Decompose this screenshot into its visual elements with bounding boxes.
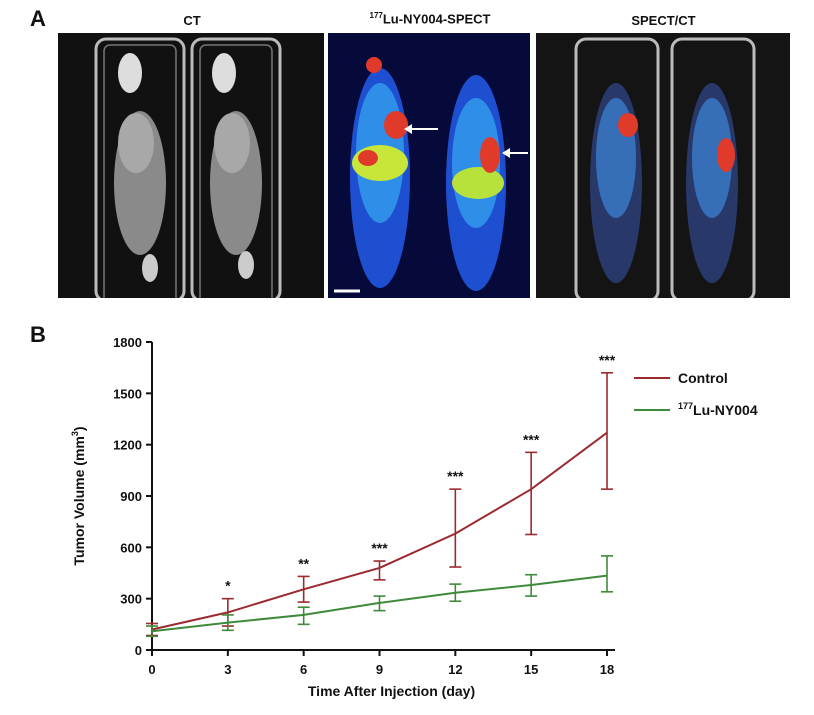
- panel-b-letter: B: [30, 322, 46, 347]
- significance-label: ***: [447, 468, 464, 484]
- y-tick-label: 1800: [113, 335, 142, 350]
- x-tick-label: 18: [600, 662, 614, 677]
- x-tick-label: 3: [224, 662, 231, 677]
- spect-label: 177Lu-NY004-SPECT: [330, 11, 530, 26]
- spect-image: [328, 33, 530, 298]
- ct-image: [58, 33, 324, 298]
- significance-label: ***: [599, 352, 616, 368]
- ct-mice-illustration: [58, 33, 324, 298]
- significance-label: *: [225, 578, 231, 594]
- spectct-label: SPECT/CT: [631, 13, 696, 28]
- y-tick-label: 1200: [113, 438, 142, 453]
- y-axis-label-main: Tumor Volume (mm: [71, 436, 87, 565]
- panel-a-letter: A: [30, 6, 46, 31]
- y-tick-label: 0: [135, 643, 142, 658]
- spectct-mice-illustration: [536, 33, 790, 298]
- legend-label-treatment-sup: 177: [678, 401, 693, 411]
- significance-label: **: [298, 555, 309, 571]
- y-axis-label-sup: 3: [70, 431, 80, 436]
- tumor-volume-chart: 0 300 600 900 1200 1500 1800 0 3 6 9 12 15 18 Time Aft…: [70, 335, 758, 699]
- x-tick-label: 0: [148, 662, 155, 677]
- x-tick-label: 15: [524, 662, 538, 677]
- y-tick-label: 300: [120, 592, 142, 607]
- y-tick-label: 900: [120, 489, 142, 504]
- x-tick-label: 12: [448, 662, 462, 677]
- y-axis-label-end: ): [71, 426, 87, 431]
- spect-label-text: Lu-NY004-SPECT: [382, 11, 491, 27]
- x-tick-label: 6: [300, 662, 307, 677]
- legend-label-treatment-text: Lu-NY004: [693, 402, 758, 418]
- spectct-image: [536, 33, 790, 298]
- spect-label-sup: 177: [369, 11, 383, 20]
- y-tick-label: 1500: [113, 386, 142, 401]
- spect-mice-illustration: [328, 33, 530, 298]
- significance-label: ***: [523, 431, 540, 447]
- ct-label: CT: [183, 13, 201, 28]
- y-axis-label: Tumor Volume (mm3): [70, 426, 87, 565]
- legend-label-treatment: 177Lu-NY004: [678, 401, 758, 418]
- x-tick-label: 9: [376, 662, 383, 677]
- x-axis-label: Time After Injection (day): [308, 683, 475, 699]
- significance-label: ***: [371, 540, 388, 556]
- y-tick-label: 600: [120, 540, 142, 555]
- legend-label-control: Control: [678, 370, 728, 386]
